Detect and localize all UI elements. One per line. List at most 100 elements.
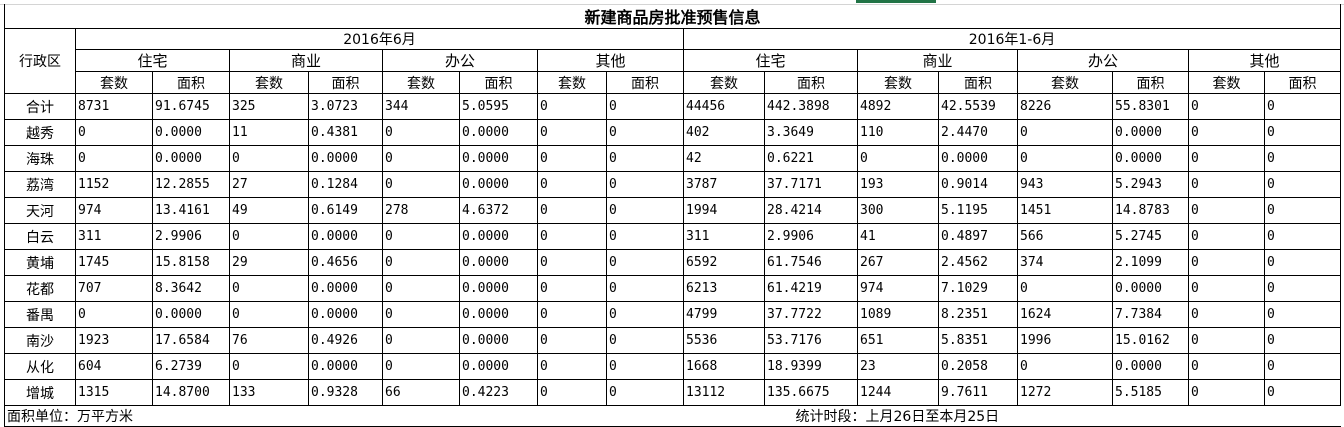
data-cell: 0 bbox=[1017, 275, 1113, 302]
data-cell: 374 bbox=[1017, 249, 1113, 276]
data-cell: 0 bbox=[537, 301, 607, 328]
data-cell: 0 bbox=[1017, 119, 1113, 146]
table-row: 南沙 1923 17.6584 76 0.4926 0 0.0000 0 0 5536 53.717… bbox=[4, 327, 1341, 354]
data-cell: 278 bbox=[382, 197, 460, 224]
table-row: 天河 974 13.4161 49 0.6149 278 4.6372 0 0 1994 28.42… bbox=[4, 197, 1341, 224]
sub-header-area: 面积 bbox=[606, 71, 684, 94]
data-cell: 2.9906 bbox=[764, 223, 858, 250]
statistics-period-note: 统计时段：上月26日至本月25日 bbox=[795, 409, 1000, 425]
data-cell: 0 bbox=[537, 223, 607, 250]
data-cell: 76 bbox=[229, 327, 309, 354]
data-cell: 0 bbox=[606, 353, 684, 380]
data-cell: 6.2739 bbox=[152, 353, 230, 380]
data-cell: 133 bbox=[229, 379, 309, 406]
data-cell: 0 bbox=[606, 171, 684, 198]
data-cell: 2.4562 bbox=[938, 249, 1018, 276]
data-cell: 12.2855 bbox=[152, 171, 230, 198]
data-cell: 1152 bbox=[75, 171, 153, 198]
data-cell: 0 bbox=[606, 275, 684, 302]
data-cell: 0.0000 bbox=[459, 119, 538, 146]
data-cell: 0.1284 bbox=[308, 171, 383, 198]
sub-header-area: 面积 bbox=[1112, 71, 1189, 94]
data-cell: 325 bbox=[229, 93, 309, 120]
data-cell: 0.0000 bbox=[152, 145, 230, 172]
data-cell: 37.7171 bbox=[764, 171, 858, 198]
data-cell: 0.0000 bbox=[938, 145, 1018, 172]
data-cell: 55.8301 bbox=[1112, 93, 1189, 120]
category-header: 其他 bbox=[537, 49, 684, 72]
table-row: 海珠 0 0.0000 0 0.0000 0 0.0000 0 0 42 0.6221 0 0.0000… bbox=[4, 145, 1341, 172]
data-cell: 0 bbox=[1017, 353, 1113, 380]
sub-header-count: 套数 bbox=[857, 71, 939, 94]
data-cell: 41 bbox=[857, 223, 939, 250]
data-cell: 344 bbox=[382, 93, 460, 120]
data-cell: 2.1099 bbox=[1112, 249, 1189, 276]
data-cell: 1089 bbox=[857, 301, 939, 328]
data-cell: 1272 bbox=[1017, 379, 1113, 406]
table-row: 花都 707 8.3642 0 0.0000 0 0.0000 0 0 6213 61.4219 97… bbox=[4, 275, 1341, 302]
sub-header-count: 套数 bbox=[1188, 71, 1265, 94]
data-cell: 0 bbox=[1188, 275, 1265, 302]
category-header: 其他 bbox=[1188, 49, 1341, 72]
category-header: 办公 bbox=[1017, 49, 1189, 72]
sub-header-area: 面积 bbox=[308, 71, 383, 94]
table-row: 白云 311 2.9906 0 0.0000 0 0.0000 0 0 311 2.9906 41 0.… bbox=[4, 223, 1341, 250]
data-cell: 0.6221 bbox=[764, 145, 858, 172]
district-cell: 南沙 bbox=[4, 327, 76, 354]
data-cell: 66 bbox=[382, 379, 460, 406]
district-cell: 从化 bbox=[4, 353, 76, 380]
sub-header-count: 套数 bbox=[683, 71, 765, 94]
data-cell: 0.9014 bbox=[938, 171, 1018, 198]
data-cell: 0.0000 bbox=[459, 249, 538, 276]
data-cell: 8226 bbox=[1017, 93, 1113, 120]
data-cell: 0.6149 bbox=[308, 197, 383, 224]
presale-table: 新建商品房批准预售信息 行政区 2016年6月 2016年1-6月 住宅 商业 办公… bbox=[4, 4, 1341, 427]
data-cell: 0 bbox=[1188, 379, 1265, 406]
data-cell: 0 bbox=[229, 275, 309, 302]
data-cell: 0 bbox=[1264, 223, 1341, 250]
data-cell: 53.7176 bbox=[764, 327, 858, 354]
data-cell: 2.9906 bbox=[152, 223, 230, 250]
data-cell: 0 bbox=[382, 119, 460, 146]
selected-column-indicator bbox=[856, 0, 936, 3]
district-cell: 合计 bbox=[4, 93, 76, 120]
data-cell: 0 bbox=[1264, 275, 1341, 302]
data-cell: 5.2943 bbox=[1112, 171, 1189, 198]
data-cell: 707 bbox=[75, 275, 153, 302]
data-cell: 0 bbox=[606, 379, 684, 406]
sub-header-area: 面积 bbox=[938, 71, 1018, 94]
table-row: 越秀 0 0.0000 11 0.4381 0 0.0000 0 0 402 3.3649 110 2.… bbox=[4, 119, 1341, 146]
sub-header-area: 面积 bbox=[764, 71, 858, 94]
data-cell: 0 bbox=[1264, 145, 1341, 172]
data-cell: 0.0000 bbox=[152, 301, 230, 328]
table-row: 增城 1315 14.8700 133 0.9328 66 0.4223 0 0 13112 135… bbox=[4, 379, 1341, 406]
data-cell: 0 bbox=[75, 301, 153, 328]
data-cell: 0 bbox=[229, 301, 309, 328]
table-row: 从化 604 6.2739 0 0.0000 0 0.0000 0 0 1668 18.9399 23… bbox=[4, 353, 1341, 380]
data-cell: 5.1195 bbox=[938, 197, 1018, 224]
district-cell: 越秀 bbox=[4, 119, 76, 146]
data-cell: 311 bbox=[75, 223, 153, 250]
data-cell: 1244 bbox=[857, 379, 939, 406]
period-note-cell: 统计时段：上月26日至本月25日 bbox=[683, 405, 1341, 427]
data-cell: 3787 bbox=[683, 171, 765, 198]
data-cell: 61.4219 bbox=[764, 275, 858, 302]
district-cell: 花都 bbox=[4, 275, 76, 302]
data-cell: 0.0000 bbox=[308, 301, 383, 328]
data-cell: 15.8158 bbox=[152, 249, 230, 276]
data-cell: 13112 bbox=[683, 379, 765, 406]
data-cell: 1668 bbox=[683, 353, 765, 380]
data-cell: 0 bbox=[537, 275, 607, 302]
table-row: 合计 8731 91.6745 325 3.0723 344 5.0595 0 0 44456 44… bbox=[4, 93, 1341, 120]
data-cell: 0 bbox=[382, 171, 460, 198]
data-cell: 267 bbox=[857, 249, 939, 276]
category-header: 商业 bbox=[229, 49, 383, 72]
data-cell: 1994 bbox=[683, 197, 765, 224]
data-cell: 0 bbox=[537, 249, 607, 276]
data-cell: 0.0000 bbox=[308, 145, 383, 172]
data-cell: 0 bbox=[606, 93, 684, 120]
data-cell: 0 bbox=[606, 119, 684, 146]
data-cell: 4892 bbox=[857, 93, 939, 120]
sub-header-area: 面积 bbox=[152, 71, 230, 94]
district-cell: 黄埔 bbox=[4, 249, 76, 276]
